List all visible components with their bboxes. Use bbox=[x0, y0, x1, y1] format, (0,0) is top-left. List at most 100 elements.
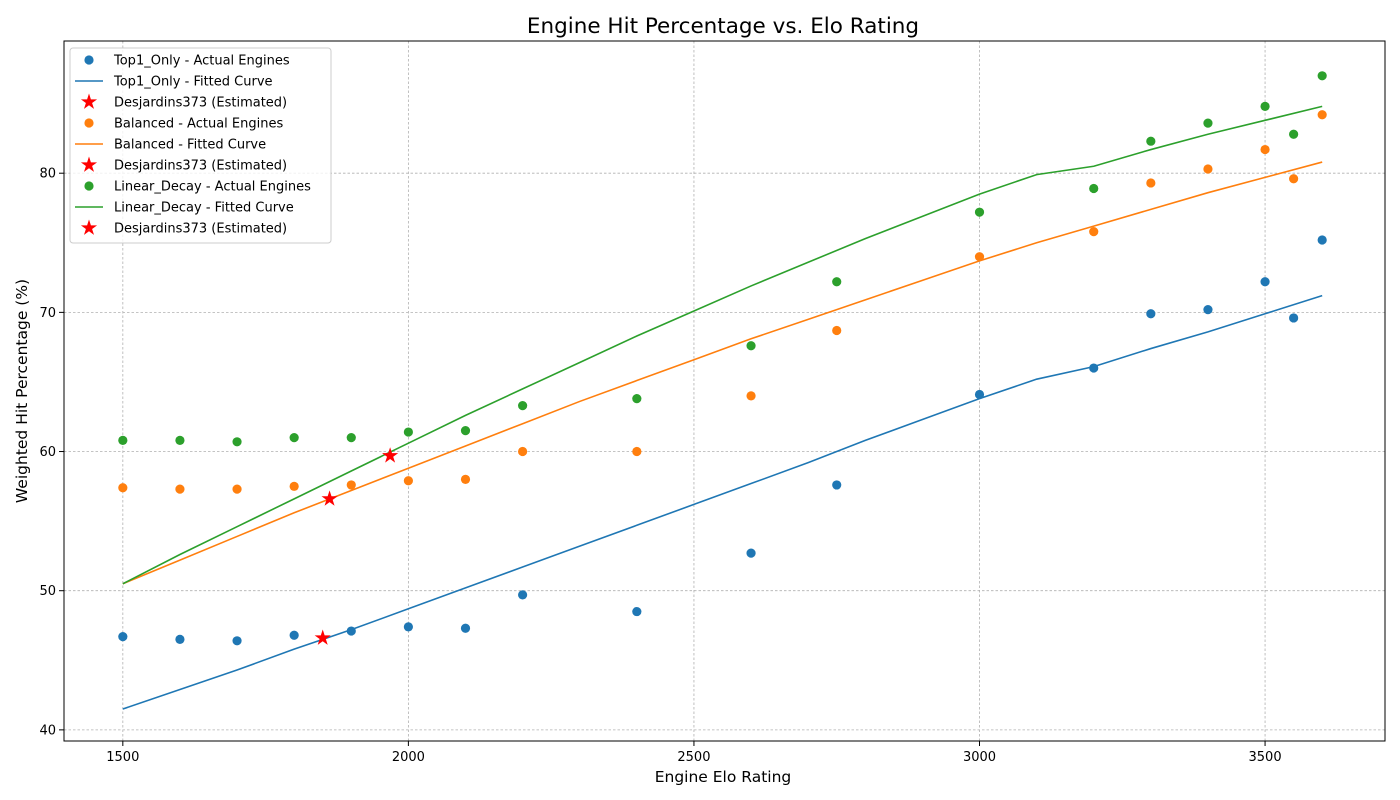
scatter-point bbox=[460, 474, 471, 484]
scatter-point bbox=[1089, 227, 1099, 237]
y-tick-label: 60 bbox=[39, 445, 56, 460]
legend-item: Balanced - Actual Engines bbox=[84, 117, 283, 132]
series-scatter bbox=[118, 71, 1327, 447]
scatter-point bbox=[1289, 313, 1299, 323]
scatter-point bbox=[832, 277, 842, 287]
legend-label: Balanced - Fitted Curve bbox=[114, 138, 266, 153]
scatter-point bbox=[346, 480, 356, 490]
scatter-point bbox=[1146, 309, 1156, 319]
scatter-point bbox=[632, 394, 642, 404]
series-scatter bbox=[118, 110, 1327, 494]
estimated-star-marker bbox=[321, 490, 338, 506]
scatter-point bbox=[832, 325, 842, 336]
series-layer bbox=[118, 71, 1327, 710]
scatter-point bbox=[232, 636, 242, 646]
scatter-point bbox=[974, 207, 985, 217]
scatter-point bbox=[1289, 129, 1299, 139]
legend-dot-swatch bbox=[84, 55, 94, 65]
legend-item: Top1_Only - Fitted Curve bbox=[75, 75, 273, 90]
scatter-point bbox=[1203, 164, 1213, 174]
fitted-curve-line bbox=[122, 105, 1323, 585]
scatter-point bbox=[118, 435, 128, 446]
legend-item: Balanced - Fitted Curve bbox=[75, 138, 266, 153]
scatter-point bbox=[1317, 235, 1327, 245]
legend-star-swatch bbox=[80, 219, 98, 235]
scatter-point bbox=[118, 632, 128, 642]
legend-label: Linear_Decay - Fitted Curve bbox=[114, 201, 294, 216]
legend-label: Linear_Decay - Actual Engines bbox=[114, 180, 311, 195]
legend-box bbox=[69, 47, 332, 244]
scatter-point bbox=[1317, 110, 1327, 120]
legend-label: Top1_Only - Actual Engines bbox=[113, 54, 290, 69]
scatter-point bbox=[232, 437, 242, 447]
plot-frame bbox=[63, 40, 1386, 742]
fitted-curve-line bbox=[122, 161, 1323, 585]
legend-label: Desjardins373 (Estimated) bbox=[114, 159, 287, 174]
scatter-point bbox=[1317, 71, 1327, 81]
scatter-point bbox=[518, 446, 528, 457]
legend: Top1_Only - Actual Engines Top1_Only - Fi… bbox=[69, 47, 332, 244]
x-axis: 1500 2000 2500 3000 3500 bbox=[106, 741, 1282, 765]
scatter-point bbox=[289, 630, 299, 640]
x-tick-label: 3500 bbox=[1249, 750, 1282, 765]
scatter-point bbox=[175, 435, 185, 446]
scatter-point bbox=[974, 389, 985, 400]
scatter-point bbox=[1260, 101, 1270, 112]
scatter-point bbox=[518, 401, 528, 411]
x-axis-title: Engine Elo Rating bbox=[655, 768, 792, 786]
scatter-point bbox=[746, 391, 756, 401]
y-tick-label: 40 bbox=[39, 723, 56, 738]
scatter-point bbox=[1260, 277, 1270, 287]
series-star bbox=[321, 490, 338, 506]
scatter-point bbox=[460, 623, 471, 633]
estimated-star-marker bbox=[382, 447, 399, 463]
scatter-point bbox=[346, 433, 356, 443]
scatter-point bbox=[1260, 144, 1270, 155]
y-axis-title: Weighted Hit Percentage (%) bbox=[13, 279, 31, 503]
scatter-point bbox=[1203, 304, 1213, 315]
y-tick-label: 80 bbox=[39, 167, 56, 182]
x-tick-label: 1500 bbox=[106, 750, 139, 765]
series-star bbox=[382, 447, 399, 463]
chart-title: Engine Hit Percentage vs. Elo Rating bbox=[527, 14, 919, 39]
series-line bbox=[122, 161, 1323, 585]
legend-label: Desjardins373 (Estimated) bbox=[114, 222, 287, 237]
legend-label: Top1_Only - Fitted Curve bbox=[113, 75, 273, 90]
scatter-point bbox=[746, 341, 756, 351]
y-tick-label: 70 bbox=[39, 306, 56, 321]
legend-star-swatch bbox=[80, 93, 98, 109]
y-tick-label: 50 bbox=[39, 584, 56, 599]
legend-item: Linear_Decay - Fitted Curve bbox=[75, 201, 294, 216]
x-tick-label: 3000 bbox=[963, 750, 996, 765]
estimated-star-marker bbox=[314, 629, 331, 645]
legend-label: Desjardins373 (Estimated) bbox=[114, 96, 287, 111]
scatter-point bbox=[232, 484, 242, 494]
scatter-point bbox=[289, 481, 299, 491]
scatter-point bbox=[460, 426, 471, 436]
scatter-point bbox=[832, 480, 842, 490]
scatter-point bbox=[746, 548, 756, 558]
legend-star-swatch bbox=[80, 156, 98, 172]
scatter-point bbox=[118, 483, 128, 493]
scatter-point bbox=[175, 484, 185, 494]
legend-item: Linear_Decay - Actual Engines bbox=[84, 180, 311, 195]
legend-item: Top1_Only - Actual Engines bbox=[84, 54, 290, 69]
scatter-point bbox=[632, 606, 642, 617]
legend-item: Desjardins373 (Estimated) bbox=[80, 93, 287, 111]
y-axis: 40 50 60 70 80 bbox=[39, 167, 64, 738]
legend-item: Desjardins373 (Estimated) bbox=[80, 156, 287, 174]
scatter-point bbox=[974, 252, 985, 262]
scatter-point bbox=[632, 446, 642, 457]
series-star bbox=[314, 629, 331, 645]
scatter-point bbox=[1146, 136, 1156, 146]
x-tick-label: 2500 bbox=[677, 750, 710, 765]
scatter-point bbox=[403, 622, 413, 632]
legend-label: Balanced - Actual Engines bbox=[114, 117, 283, 132]
scatter-point bbox=[403, 476, 413, 486]
scatter-point bbox=[175, 634, 185, 645]
legend-item: Desjardins373 (Estimated) bbox=[80, 219, 287, 237]
scatter-point bbox=[518, 590, 528, 600]
scatter-point bbox=[1089, 183, 1099, 194]
scatter-point bbox=[1289, 174, 1299, 184]
